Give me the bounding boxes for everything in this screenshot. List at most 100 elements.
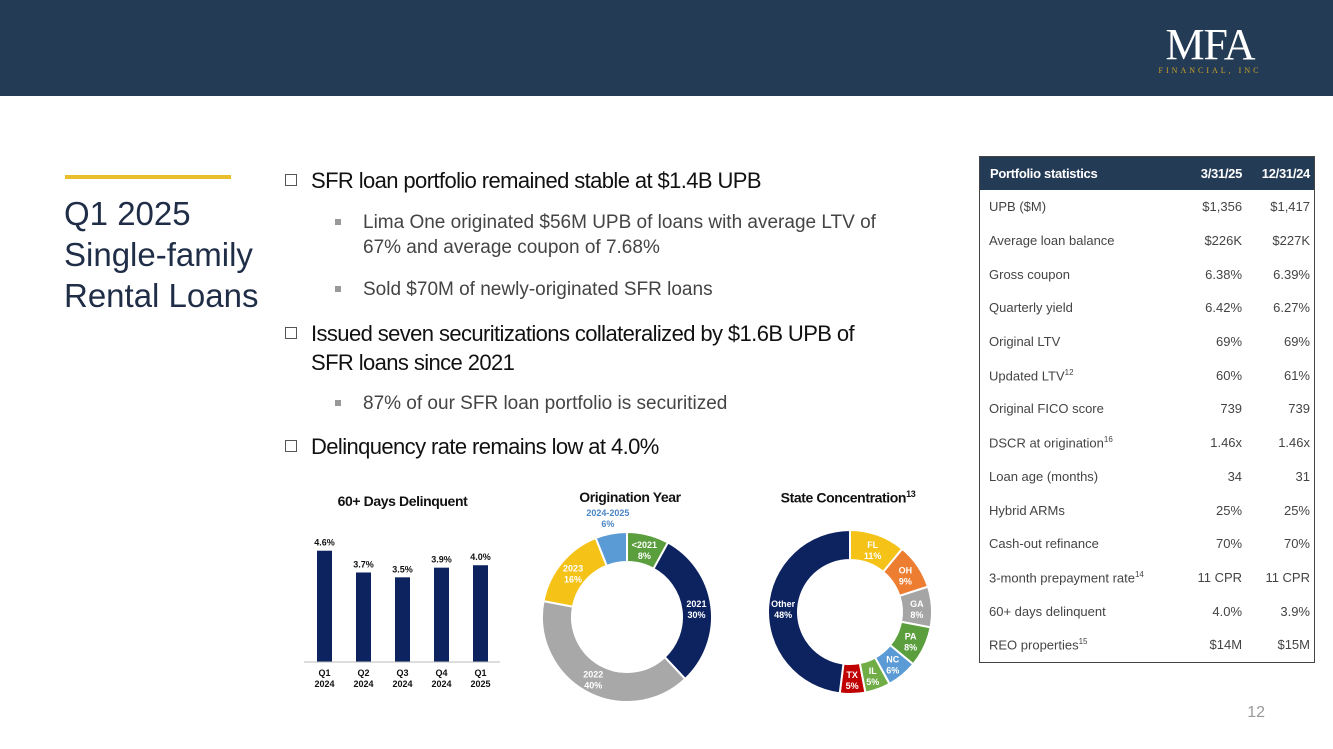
value-q1-2025: 1.46x xyxy=(1210,435,1243,451)
row-label: Loan age (months) xyxy=(980,460,1183,494)
slice-name-label: 2022 xyxy=(583,669,603,679)
table-row: UPB ($M) $1,356 $1,417 xyxy=(980,190,1315,224)
bullet-primary: Delinquency rate remains low at 4.0% xyxy=(285,434,659,460)
table-row: Original LTV 69% 69% xyxy=(980,325,1315,359)
bullet-text: Sold $70M of newly-originated SFR loans xyxy=(363,279,713,300)
page-number: 12 xyxy=(1247,704,1265,721)
state-chart-title-footnote: 13 xyxy=(906,489,916,499)
row-label: REO properties15 xyxy=(980,628,1183,662)
value-q1-2025: 25% xyxy=(1216,502,1243,518)
x-tick-label: 2025 xyxy=(470,679,490,689)
table-row: Updated LTV12 60% 61% xyxy=(980,358,1315,392)
table-row: 3-month prepayment rate14 11 CPR 11 CPR xyxy=(980,561,1315,595)
square-bullet-icon xyxy=(335,286,341,292)
delinquency-bar-chart: 4.6%Q120243.7%Q220243.5%Q320243.9%Q42024… xyxy=(304,538,500,689)
bar xyxy=(473,565,488,662)
row-label-text: UPB ($M) xyxy=(989,199,1047,215)
row-label: DSCR at origination16 xyxy=(980,426,1183,460)
table-header-row: Portfolio statistics 3/31/25 12/31/24 xyxy=(979,156,1315,190)
title-accent-line xyxy=(65,175,231,179)
value-q4-2024: 61% xyxy=(1283,367,1310,383)
value-q1-2025: 6.38% xyxy=(1205,266,1243,282)
table-row: REO properties15 $14M $15M xyxy=(980,628,1315,662)
value-q4-2024: 31 xyxy=(1295,468,1310,484)
value-q4-2024: 6.27% xyxy=(1273,300,1310,316)
value-q1-2025: 69% xyxy=(1216,334,1243,350)
table-row: Original FICO score 739 739 xyxy=(980,392,1315,426)
slice-value-label: 9% xyxy=(899,576,912,586)
x-tick-label: Q3 xyxy=(396,668,408,678)
row-label-text: Cash-out refinance xyxy=(989,536,1099,552)
x-tick-label: 2024 xyxy=(314,679,334,689)
x-tick-label: 2024 xyxy=(431,679,451,689)
row-label-text: Hybrid ARMs xyxy=(989,502,1065,518)
row-label: Hybrid ARMs xyxy=(980,493,1183,527)
table-row: Quarterly yield 6.42% 6.27% xyxy=(980,291,1315,325)
bullet-text: Lima One originated $56M UPB of loans wi… xyxy=(363,212,876,258)
square-bullet-icon xyxy=(335,400,341,406)
slice-2024-2025 xyxy=(594,530,628,568)
bullet-secondary: 87% of our SFR loan portfolio is securit… xyxy=(335,391,895,416)
row-label-text: REO properties xyxy=(989,637,1079,653)
x-tick-label: Q2 xyxy=(357,668,369,678)
logo-mark: MFA xyxy=(1165,20,1255,69)
slice-value-label: 16% xyxy=(564,574,582,584)
slice-name-label: 2023 xyxy=(563,563,583,573)
square-bullet-icon xyxy=(335,219,341,225)
slice-value-label: 48% xyxy=(774,610,792,620)
row-label-text: Original LTV xyxy=(989,334,1061,350)
slice-name-label: TX xyxy=(846,670,858,680)
slice-name-label: FL xyxy=(867,540,878,550)
row-label: Average loan balance xyxy=(980,224,1183,258)
checkbox-bullet-icon xyxy=(285,174,297,187)
row-label: 60+ days delinquent xyxy=(980,594,1183,628)
x-tick-label: Q1 xyxy=(318,668,330,678)
bar xyxy=(356,572,371,662)
value-q4-2024: 25% xyxy=(1283,502,1310,518)
value-q4-2024: 6.39% xyxy=(1273,266,1310,282)
value-q1-2025: 34 xyxy=(1227,468,1243,484)
footnote-marker: 15 xyxy=(1078,637,1088,647)
bar xyxy=(395,577,410,662)
table-row: DSCR at origination16 1.46x 1.46x xyxy=(980,426,1315,460)
slice-name-label: PA xyxy=(905,632,917,642)
table-row: Hybrid ARMs 25% 25% xyxy=(980,493,1315,527)
slice-name-label: IL xyxy=(869,666,878,676)
bullet-text: Delinquency rate remains low at 4.0% xyxy=(311,434,659,459)
table-row: Average loan balance $226K $227K xyxy=(980,224,1315,258)
row-label: Gross coupon xyxy=(980,257,1183,291)
x-tick-label: Q1 xyxy=(474,668,486,678)
value-q4-2024: $15M xyxy=(1277,637,1310,653)
bullet-secondary: Lima One originated $56M UPB of loans wi… xyxy=(335,210,895,260)
row-label-text: Average loan balance xyxy=(989,233,1115,249)
row-label-text: Gross coupon xyxy=(989,266,1070,282)
bullet-primary: SFR loan portfolio remained stable at $1… xyxy=(285,168,762,194)
origination-chart-title: Origination Year xyxy=(579,489,681,505)
value-q4-2024: 11 CPR xyxy=(1265,569,1310,585)
slice-value-label: 6% xyxy=(886,666,899,676)
table-row: Cash-out refinance 70% 70% xyxy=(980,527,1315,561)
row-label-text: Updated LTV xyxy=(989,367,1065,383)
slice-value-label: 11% xyxy=(864,551,882,561)
bullet-text: Issued seven securitizations collaterali… xyxy=(311,321,855,375)
table-row: Gross coupon 6.38% 6.39% xyxy=(980,257,1315,291)
row-label: Updated LTV12 xyxy=(980,358,1183,392)
row-label-text: 60+ days delinquent xyxy=(989,603,1106,619)
row-label-text: Loan age (months) xyxy=(989,468,1099,484)
x-tick-label: 2024 xyxy=(353,679,373,689)
row-label-text: DSCR at origination xyxy=(989,435,1104,451)
value-q4-2024: 70% xyxy=(1283,536,1310,552)
value-q4-2024: $1,417 xyxy=(1270,199,1310,215)
table-body: UPB ($M) $1,356 $1,417 Average loan balance… xyxy=(980,190,1315,662)
row-label: Original LTV xyxy=(980,325,1183,359)
slice-name-label: OH xyxy=(899,565,913,575)
slice-name-label: <2021 xyxy=(632,540,657,550)
bullet-text: 87% of our SFR loan portfolio is securit… xyxy=(363,393,728,414)
row-label-text: 3-month prepayment rate xyxy=(989,570,1135,586)
slice-value-label: 5% xyxy=(866,677,879,687)
value-q4-2024: 739 xyxy=(1288,401,1310,417)
slice-name-label: Other xyxy=(771,599,796,609)
checkbox-bullet-icon xyxy=(285,440,297,453)
